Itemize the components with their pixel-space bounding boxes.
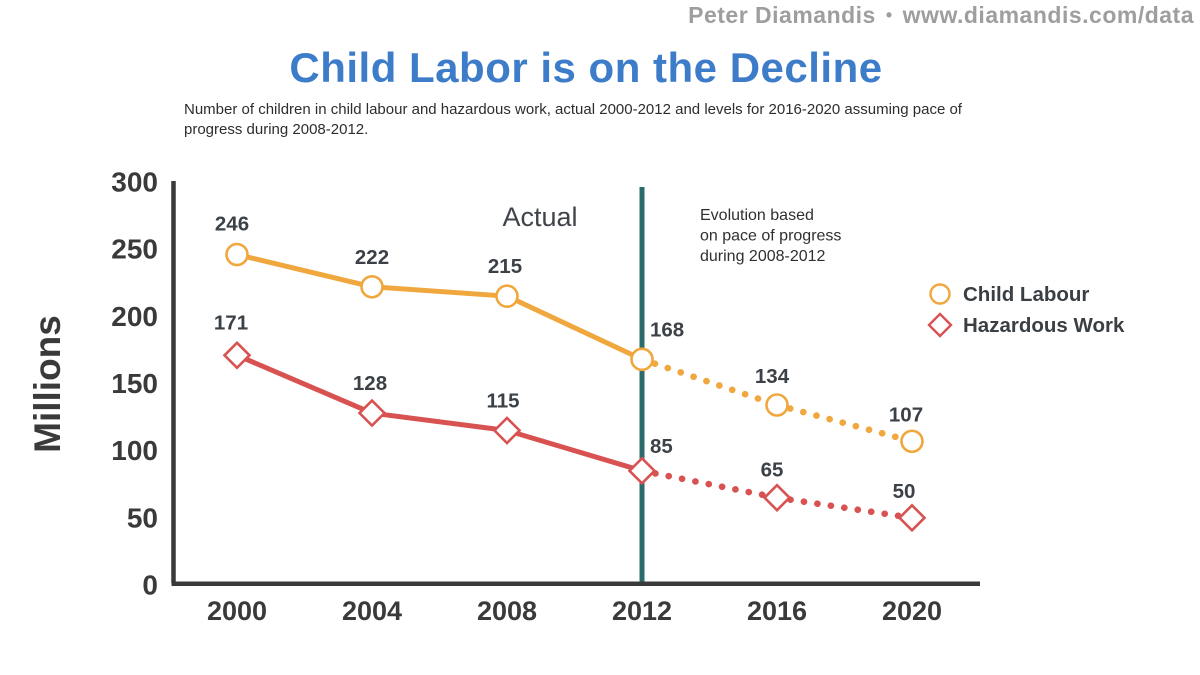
child-labour-marker-2008: [495, 284, 519, 308]
x-axis-ticks: 2000 2004 2008 2012 2016 2020: [207, 596, 942, 626]
series-child-labour-solid-line: [234, 252, 645, 362]
x-tick-label: 2020: [882, 596, 942, 626]
child-labour-value-label: 246: [215, 213, 249, 236]
series-child-labour-dotted-line: [638, 356, 781, 409]
legend-hazardous-work-label: Hazardous Work: [963, 314, 1125, 337]
legend-hazardous-work-icon: [927, 312, 953, 338]
credit-author: Peter Diamandis: [688, 2, 876, 28]
series-child-labour-dotted-line: [773, 401, 916, 445]
hazardous-work-value-label: 50: [893, 480, 916, 503]
annotation-actual: Actual: [502, 202, 577, 232]
child-labour-value-label: 134: [755, 365, 790, 388]
y-axis-title: Millions: [27, 315, 68, 453]
child-labour-marker-2016: [765, 393, 789, 417]
hazardous-work-value-label: 115: [486, 390, 519, 413]
hazardous-work-marker-2000: [222, 340, 252, 370]
child-labour-value-label: 215: [488, 255, 522, 278]
series-child-labour-data-labels: 246 222 215 168 134 107: [215, 213, 923, 427]
y-tick-label: 250: [111, 234, 158, 265]
y-tick-label: 150: [111, 368, 158, 399]
axes: [171, 181, 980, 587]
y-axis-ticks: 0 50 100 150 200 250 300: [111, 167, 158, 601]
x-tick-label: 2004: [342, 596, 402, 626]
hazardous-work-marker-2004: [357, 398, 387, 428]
x-tick-label: 2016: [747, 596, 807, 626]
x-tick-label: 2012: [612, 596, 672, 626]
x-tick-label: 2008: [477, 596, 537, 626]
x-tick-label: 2000: [207, 596, 267, 626]
series-hazardous-work-solid-line: [234, 352, 645, 474]
hazardous-work-marker-2020: [897, 503, 927, 533]
series-hazardous-work-markers: [222, 340, 927, 533]
child-labour-marker-2000: [225, 242, 249, 267]
hazardous-work-marker-2008: [492, 416, 522, 445]
hazardous-work-value-label: 128: [353, 372, 387, 395]
hazardous-work-value-label: 65: [761, 459, 784, 482]
credit-line: Peter Diamandis • www.diamandis.com/data: [688, 2, 1194, 29]
annotation-evolution: Evolution based on pace of progress during…: [700, 207, 841, 265]
chart-subtitle: Number of children in child labour and h…: [184, 101, 962, 139]
child-labour-value-label: 107: [889, 403, 923, 426]
series-child-labour-markers: [225, 242, 924, 454]
series-hazardous-work-data-labels: 171 128 115 85 65 50: [214, 311, 916, 503]
hazardous-work-value-label: 171: [214, 311, 248, 334]
y-tick-label: 50: [127, 502, 158, 533]
legend: Child Labour Hazardous Work: [927, 283, 1125, 338]
child-labour-marker-2020: [900, 429, 924, 454]
page-title: Child Labor is on the Decline: [289, 44, 883, 91]
legend-child-labour-label: Child Labour: [963, 283, 1089, 306]
y-tick-label: 200: [111, 301, 158, 332]
child-labour-value-label: 168: [650, 318, 684, 341]
hazardous-work-marker-2012: [627, 456, 657, 486]
child-labour-marker-2004: [360, 274, 384, 299]
hazardous-work-marker-2016: [762, 483, 792, 513]
child-labour-value-label: 222: [355, 246, 389, 269]
credit-separator-dot: •: [885, 5, 893, 25]
hazardous-work-value-label: 85: [650, 435, 673, 458]
child-labour-marker-2012: [630, 347, 654, 372]
y-tick-label: 100: [111, 435, 158, 466]
series-hazardous-work-lines: [234, 352, 916, 522]
y-tick-label: 300: [111, 167, 158, 198]
legend-child-labour-icon: [929, 283, 951, 305]
y-tick-label: 0: [142, 570, 158, 601]
series-hazardous-work-dotted-line: [773, 494, 916, 522]
credit-url[interactable]: www.diamandis.com/data: [902, 2, 1194, 28]
series-hazardous-work-dotted-line: [638, 467, 781, 501]
series-child-labour-lines: [234, 252, 916, 445]
